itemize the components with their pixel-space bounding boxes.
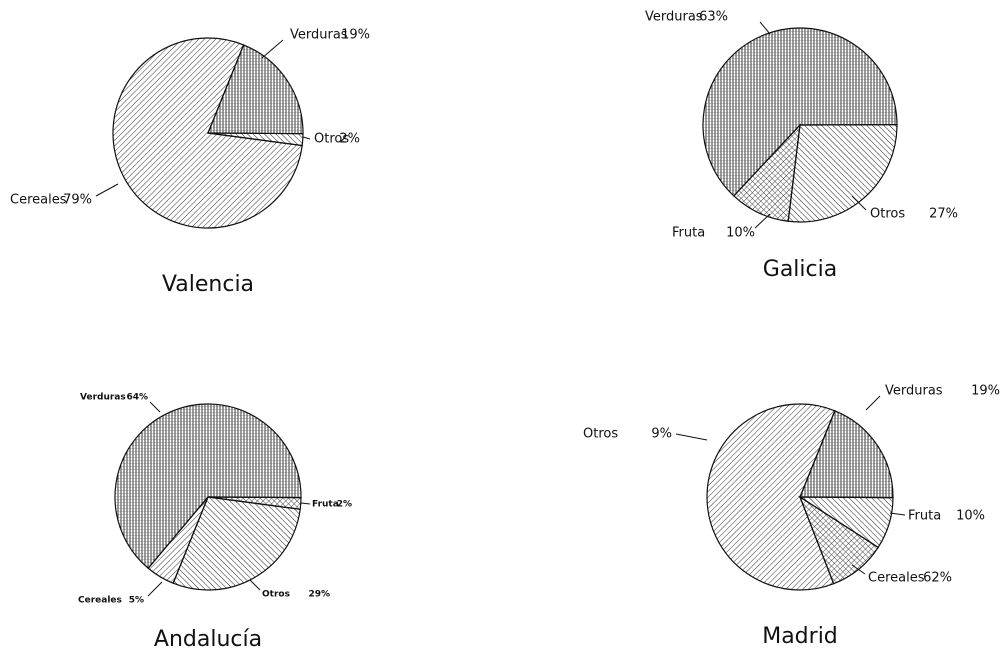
slice-label: Otros (262, 590, 290, 600)
pie-slice (732, 123, 801, 222)
pie-slice (147, 496, 209, 585)
leader-line (851, 564, 866, 575)
pie-slice (787, 124, 898, 223)
pie-slice (799, 409, 894, 499)
slice-label: Cereales (78, 596, 122, 606)
leader-line (675, 433, 708, 441)
slice-label: Verduras (885, 384, 943, 399)
value-label: 9% (651, 427, 672, 442)
value-label: 63% (699, 10, 728, 25)
value-label: 27% (929, 207, 958, 222)
value-label: 2% (337, 500, 352, 510)
slice-label: Verduras (290, 28, 348, 43)
leader-line (889, 512, 906, 516)
chart-title: Madrid (762, 624, 838, 649)
chart-title: Galicia (763, 257, 837, 282)
leader-line (147, 581, 163, 597)
value-label: 5% (129, 596, 144, 606)
leader-line (149, 401, 161, 413)
pie-slice (112, 37, 303, 229)
slice-label: Verduras (80, 393, 126, 403)
pie-slice (114, 403, 302, 570)
leader-line (261, 39, 284, 59)
leader-line (759, 21, 771, 35)
pie-slice (172, 496, 301, 591)
slice-label: Otros (583, 427, 618, 442)
value-label: 10% (726, 226, 755, 241)
leader-line (754, 213, 771, 229)
value-label: 2% (339, 132, 360, 147)
value-label: 19% (971, 384, 1000, 399)
slice-label: Verduras (645, 10, 703, 25)
value-label: 29% (308, 590, 330, 600)
chart-title: Andalucía (154, 627, 262, 652)
value-label: 79% (63, 193, 92, 208)
value-label: 62% (923, 571, 952, 586)
value-label: 19% (341, 28, 370, 43)
chart-title: Valencia (162, 272, 254, 297)
value-label: 10% (956, 509, 985, 524)
slice-label: Fruta (672, 226, 705, 241)
leader-line (249, 579, 261, 591)
pie-slice (706, 403, 836, 591)
slice-label: Otros (870, 207, 905, 222)
pie-slice (702, 27, 898, 197)
leader-line (95, 183, 119, 197)
leader-line (300, 502, 311, 505)
slice-label: Cereales (10, 193, 67, 208)
slice-label: Fruta (908, 509, 941, 524)
slice-label: Cereales (868, 571, 925, 586)
leader-line (865, 395, 881, 411)
leader-line (851, 195, 867, 211)
leader-line (302, 136, 311, 140)
value-label: 64% (126, 393, 148, 403)
slice-label: Otros (314, 132, 349, 147)
slice-label: Fruta (312, 500, 339, 510)
pie-slice (207, 44, 304, 135)
